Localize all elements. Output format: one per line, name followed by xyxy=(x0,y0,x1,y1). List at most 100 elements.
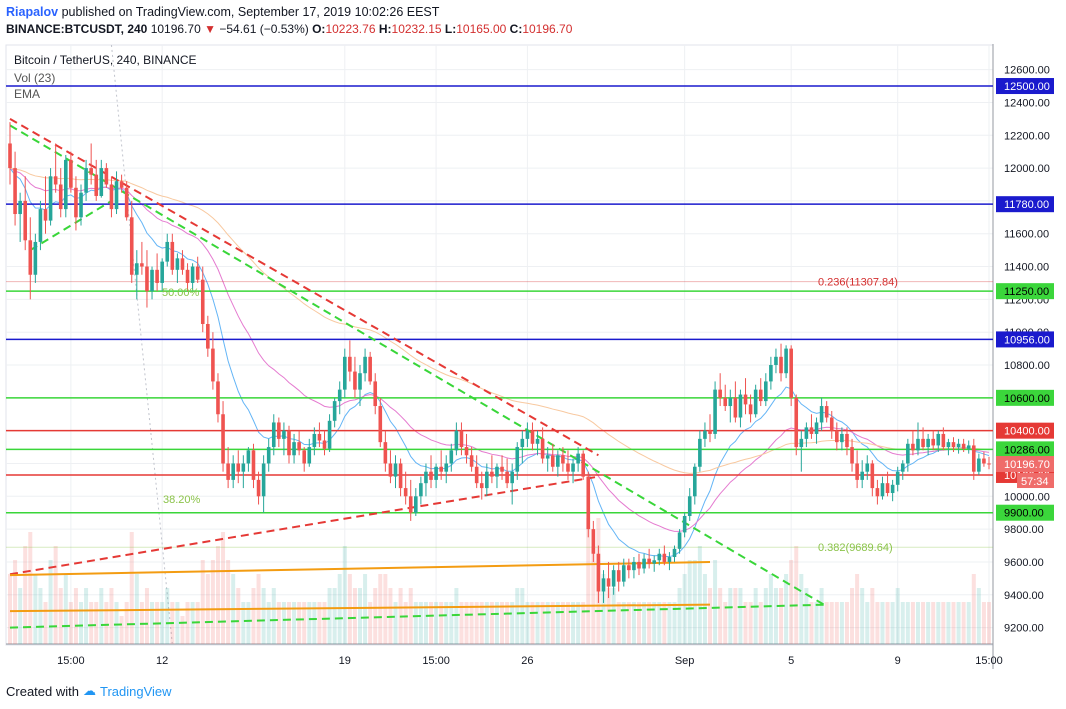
candle-body xyxy=(195,266,200,280)
candle xyxy=(520,430,525,464)
candle-body xyxy=(84,168,88,193)
candle-body xyxy=(956,443,961,448)
volume-bar xyxy=(322,602,327,644)
volume-bar xyxy=(89,602,94,644)
candle xyxy=(119,174,124,193)
legend-ema[interactable]: EMA xyxy=(14,87,41,101)
candle xyxy=(490,455,494,484)
author-name[interactable]: Riapalov xyxy=(6,5,59,19)
candle-body xyxy=(921,438,925,448)
volume-bar xyxy=(246,602,251,644)
candle-body xyxy=(378,406,383,443)
volume-bar xyxy=(520,588,525,644)
candle-body xyxy=(439,466,443,472)
candle-body xyxy=(890,484,895,494)
candle-body xyxy=(941,433,946,448)
volume-bar xyxy=(94,602,99,644)
candle-body xyxy=(190,266,195,283)
volume-bar xyxy=(119,616,124,644)
candle-body xyxy=(698,438,702,467)
candle-body xyxy=(692,466,697,497)
candle-body xyxy=(23,200,28,241)
candle xyxy=(408,479,413,521)
volume-bar xyxy=(505,602,510,644)
candle-body xyxy=(342,356,347,390)
candle-body xyxy=(74,187,78,218)
tradingview-brand[interactable]: TradingView xyxy=(99,683,172,699)
candle-body xyxy=(317,433,322,441)
footer: Created with ☁ TradingView xyxy=(6,683,172,699)
candle xyxy=(434,463,438,489)
candle xyxy=(885,471,890,497)
volume-bar xyxy=(748,602,753,644)
volume-bar xyxy=(987,602,991,644)
candle-body xyxy=(520,438,525,448)
level-price-label: 10286.00 xyxy=(1004,444,1050,456)
candle-body xyxy=(48,176,53,221)
volume-bar xyxy=(160,602,165,644)
candle xyxy=(566,450,570,480)
candle-body xyxy=(581,453,585,477)
candle-body xyxy=(682,515,687,533)
candle-body xyxy=(723,397,728,407)
candle-body xyxy=(738,394,743,418)
candle xyxy=(530,422,535,451)
candle-body xyxy=(961,443,966,449)
candle-body xyxy=(251,450,256,480)
candle xyxy=(880,476,885,500)
candle-body xyxy=(140,263,144,267)
volume-bar xyxy=(429,602,434,644)
candle-body xyxy=(718,389,722,398)
volume-bar xyxy=(459,602,464,644)
candle xyxy=(728,389,733,423)
volume-bar xyxy=(484,602,489,644)
candle xyxy=(261,455,266,513)
volume-bar xyxy=(591,546,596,644)
candle xyxy=(8,122,12,185)
candle-body xyxy=(363,356,367,374)
volume-bar xyxy=(28,532,33,644)
candle-body xyxy=(38,209,43,242)
level-price-badge xyxy=(996,422,1054,439)
candle xyxy=(84,159,88,201)
candle xyxy=(449,443,454,472)
volume-bar xyxy=(910,602,915,644)
candle xyxy=(672,545,677,562)
level-price-badge xyxy=(996,283,1054,300)
candle xyxy=(43,176,48,234)
volume-bar xyxy=(286,602,291,644)
candle-body xyxy=(987,463,991,465)
candle xyxy=(48,168,53,226)
candle-body xyxy=(545,455,550,459)
candle-body xyxy=(708,430,712,434)
candle xyxy=(540,427,545,464)
trendline-green-dash xyxy=(9,124,828,608)
candle-body xyxy=(393,463,398,477)
legend-vol[interactable]: Vol (23) xyxy=(14,71,56,85)
trendline-green-dash xyxy=(29,200,112,251)
candle xyxy=(743,378,748,415)
volume-bar xyxy=(236,588,241,644)
candle xyxy=(900,460,905,480)
volume-bar xyxy=(221,532,226,644)
price-tick-label: 12200.00 xyxy=(1004,130,1050,142)
level-price-badge xyxy=(996,441,1054,458)
candle-body xyxy=(586,476,591,530)
trendline-red-dash xyxy=(9,117,599,457)
volume-bar xyxy=(839,602,844,644)
candle xyxy=(236,450,241,484)
candle xyxy=(439,450,443,480)
candle xyxy=(789,345,793,407)
time-tick-label: 15:00 xyxy=(422,655,450,667)
candle xyxy=(840,427,844,451)
candle-body xyxy=(621,565,626,582)
candle xyxy=(23,176,28,251)
candle-body xyxy=(419,483,423,497)
volume-bar xyxy=(560,602,565,644)
candle-body xyxy=(728,397,733,407)
level-price-badge xyxy=(996,389,1054,406)
candle-body xyxy=(236,463,241,472)
volume-bar xyxy=(312,602,317,644)
session-break-line xyxy=(110,44,173,645)
